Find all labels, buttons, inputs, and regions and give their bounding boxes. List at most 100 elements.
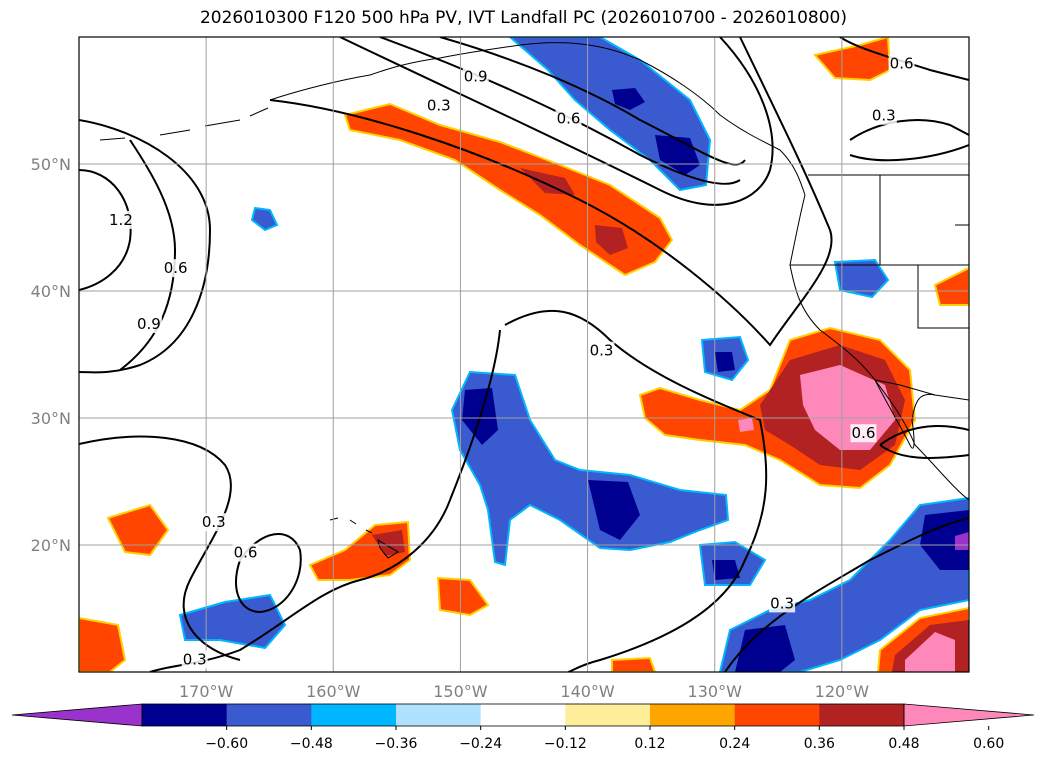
- contour-label-bg: [135, 315, 162, 334]
- colorbar-extend-low: [11, 703, 143, 727]
- pv-contours: [79, 37, 969, 672]
- lat-tick-label: 30°N: [31, 409, 71, 428]
- red-core-north-pacific-2: [520, 168, 575, 195]
- pink-small-baja: [738, 418, 754, 432]
- contour-label-bg: [555, 109, 582, 128]
- anomaly-fields: [79, 37, 969, 672]
- coast-aleutians: [99, 107, 269, 141]
- contour-label-bg: [588, 341, 615, 360]
- contour-label-bg: [462, 67, 489, 86]
- blue-blob-south-west: [178, 593, 287, 650]
- colorbar-outline: [141, 703, 905, 727]
- colorbar-tick-label: −0.36: [375, 736, 418, 752]
- contour-label: 0.3: [590, 342, 614, 360]
- colorbar-tick-label: 0.60: [973, 736, 1004, 752]
- blue-region-central-pacific: [450, 370, 730, 567]
- colorbar-swatch: [734, 704, 820, 726]
- map-title: 2026010300 F120 500 hPa PV, IVT Landfall…: [199, 8, 847, 28]
- pink-southeast-corner: [905, 632, 955, 672]
- colorbar-swatch: [650, 704, 736, 726]
- contour-0.3-southeast: [724, 517, 969, 672]
- border-us-states: [790, 175, 969, 329]
- colorbar-swatch: [142, 704, 228, 726]
- colorbar-swatch: [565, 704, 651, 726]
- contour-label: 0.3: [202, 513, 226, 531]
- contour-0.6-east: [879, 424, 969, 459]
- orange-blob-hawaii-west: [106, 503, 170, 557]
- longitude-labels: 170°W 160°W 150°W 140°W 130°W 120°W: [179, 682, 869, 701]
- colorbar-swatch: [819, 704, 905, 726]
- blue-blob-california: [833, 258, 890, 299]
- contour-label: 0.6: [852, 424, 876, 442]
- colorbar-swatch: [226, 704, 312, 726]
- colorbar-labels: −0.60 −0.48 −0.36 −0.24 −0.12 0.12 0.24 0.36 0.4…: [205, 726, 1004, 752]
- contour-0.3-center: [504, 309, 768, 672]
- lon-tick-label: 160°W: [306, 682, 361, 701]
- contour-label: 0.6: [890, 55, 914, 73]
- contour-north-a: [379, 37, 741, 185]
- contour-label-bg: [181, 650, 208, 669]
- coast-baja: [874, 379, 936, 449]
- blue-core-offshore: [715, 352, 735, 372]
- coast-alaska-peninsula: [269, 42, 806, 196]
- colorbar-tick-label: −0.60: [205, 736, 248, 752]
- colorbar-swatch: [311, 704, 397, 726]
- contour-label: 0.6: [557, 109, 581, 127]
- blue-core-south-1: [712, 560, 740, 580]
- blue-blob-small: [250, 206, 279, 232]
- orange-blob-south-small: [611, 656, 657, 672]
- coast-hawaii-islands: [329, 517, 399, 559]
- contour-label-bg: [200, 513, 227, 532]
- contour-label: 0.3: [872, 107, 896, 125]
- contour-label: 0.9: [464, 67, 488, 85]
- orange-blob-southwest-corner: [79, 616, 127, 672]
- contour-northeast-loop: [849, 119, 969, 162]
- contour-label: 0.6: [234, 544, 258, 562]
- latitude-labels: 50°N 40°N 30°N 20°N: [31, 155, 71, 555]
- contour-label-bg: [769, 594, 796, 613]
- lon-tick-label: 150°W: [433, 682, 488, 701]
- orange-blob-south-central: [436, 576, 490, 617]
- contour-north-b: [339, 37, 774, 206]
- colorbar-swatch: [480, 704, 566, 726]
- contour-label-bg: [162, 259, 189, 278]
- colorbar-tick-label: 0.36: [804, 736, 835, 752]
- contour-label-bg: [425, 96, 452, 115]
- colorbar-tick-label: −0.12: [544, 736, 587, 752]
- contour-0.9-west: [79, 119, 212, 374]
- colorbar-tick-label: −0.24: [459, 736, 502, 752]
- orange-blob-east-edge: [933, 266, 969, 306]
- red-core-north-pacific: [595, 225, 628, 255]
- colorbar: [11, 703, 1035, 727]
- contour-label-bg: [850, 424, 877, 443]
- lon-tick-label: 170°W: [179, 682, 234, 701]
- colorbar-extend-high: [903, 703, 1035, 727]
- map-frame: [78, 36, 970, 673]
- contour-label: 0.6: [164, 259, 188, 277]
- coastlines: [99, 42, 969, 559]
- contour-label-bg: [107, 210, 134, 229]
- colorbar-tick-label: 0.12: [634, 736, 665, 752]
- graticule: [79, 37, 969, 672]
- orange-band-north-pacific: [343, 102, 674, 277]
- lon-tick-label: 140°W: [560, 682, 615, 701]
- contour-0.6-southwest: [235, 533, 302, 614]
- contour-label: 0.9: [137, 315, 161, 333]
- contour-labels: 0.9 0.3 0.6 0.6 0.3 1.2 0.6 0.9 0.3 0.6 0.3 0.6 0.3 0…: [107, 54, 915, 669]
- contour-label: 0.3: [770, 594, 794, 612]
- contour-northeast: [839, 37, 969, 81]
- colorbar-tick-label: −0.48: [290, 736, 333, 752]
- contour-label-bg: [232, 543, 259, 562]
- contour-label: 1.2: [109, 211, 133, 229]
- contour-label: 0.3: [183, 650, 207, 668]
- contour-label-bg: [870, 106, 897, 125]
- contour-1.2: [79, 169, 132, 291]
- colorbar-tick-label: 0.48: [888, 736, 919, 752]
- lat-tick-label: 20°N: [31, 536, 71, 555]
- contour-north-c: [269, 37, 833, 347]
- lat-tick-label: 50°N: [31, 155, 71, 174]
- blue-core-central-pacific-2: [588, 480, 640, 540]
- lon-tick-label: 130°W: [688, 682, 743, 701]
- red-core-hawaii: [372, 530, 405, 556]
